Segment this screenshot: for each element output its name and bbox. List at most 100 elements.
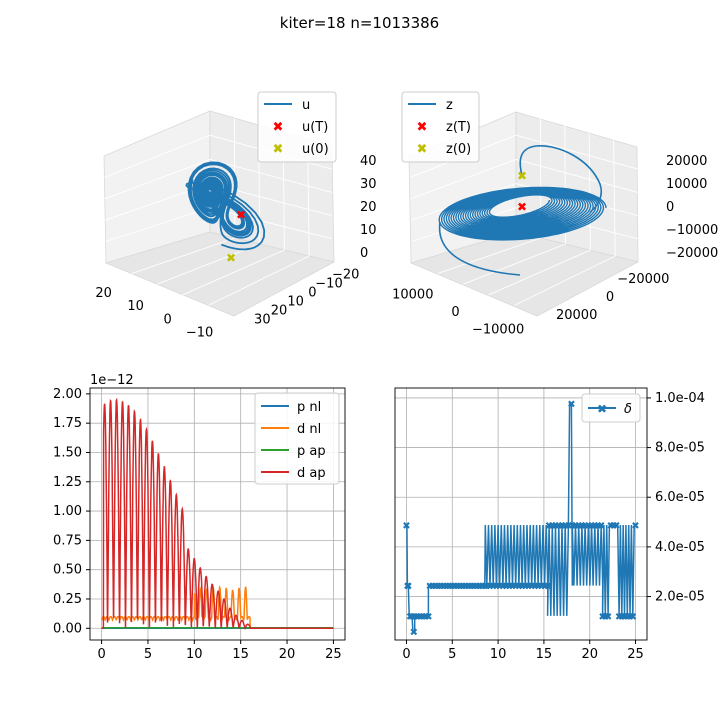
- delta-point-marker: ✖: [551, 521, 559, 532]
- u-grid-line: [208, 255, 310, 306]
- delta-y-tick-label: 6.0e-05: [655, 490, 705, 505]
- delta-point-marker: ✖: [431, 582, 439, 593]
- delta-point-marker: ✖: [499, 582, 507, 593]
- delta-point-marker: ✖: [442, 582, 450, 593]
- residuals-frame: [89, 387, 346, 641]
- residuals-legend-label-p-nl: p nl: [297, 400, 321, 415]
- delta-point-marker: ✖: [456, 582, 464, 593]
- delta-point-marker: ✖: [483, 582, 491, 593]
- z-y-tick-label: 20000: [556, 308, 597, 323]
- z-legend-label-z0: z(0): [446, 142, 471, 157]
- delta-point-marker: ✖: [411, 612, 419, 623]
- delta-y-tick-label: 8.0e-05: [655, 441, 705, 456]
- z-z-tick-label: 20000: [666, 154, 707, 169]
- z-trajectory-line: [438, 186, 607, 241]
- figure-suptitle: kiter=18 n=1013386: [280, 14, 439, 32]
- delta-point-marker: ✖: [410, 627, 418, 638]
- z-grid-line: [463, 243, 566, 285]
- z-legend-label-z: z: [446, 98, 453, 113]
- delta-point-marker: ✖: [615, 612, 623, 623]
- delta-point-marker: ✖: [584, 521, 592, 532]
- delta-point-marker: ✖: [537, 582, 545, 593]
- delta-legend-label: δ: [624, 402, 632, 417]
- u-y-tick-label: 30: [254, 313, 271, 328]
- delta-point-marker: ✖: [631, 521, 639, 532]
- z-x-tick-label: −10000: [472, 323, 524, 338]
- u-grid-line: [182, 249, 285, 296]
- residuals-x-tick-label: 0: [97, 647, 105, 662]
- delta-point-marker: ✖: [601, 612, 609, 623]
- delta-point-marker: ✖: [419, 612, 427, 623]
- delta-point-marker: ✖: [558, 521, 566, 532]
- u-trajectory-line: [185, 161, 266, 251]
- delta-point-marker: ✖: [406, 612, 414, 623]
- residuals-x-tick-label: 5: [144, 647, 152, 662]
- delta-point-marker: ✖: [426, 582, 434, 593]
- delta-point-marker: ✖: [481, 582, 489, 593]
- delta-point-marker: ✖: [531, 582, 539, 593]
- delta-point-marker: ✖: [422, 612, 430, 623]
- residuals-y-tick-label: 0.25: [53, 592, 82, 607]
- delta-point-marker: ✖: [604, 612, 612, 623]
- u-y-tick-label: −20: [332, 268, 359, 283]
- z-grid-line: [410, 158, 517, 200]
- delta-point-marker: ✖: [486, 582, 494, 593]
- residuals-y-tick-label: 1.25: [53, 475, 82, 490]
- delta-point-marker: ✖: [575, 521, 583, 532]
- delta-point-marker: ✖: [515, 582, 523, 593]
- u-z-tick-label: 20: [360, 200, 377, 215]
- delta-legend-marker-icon: ✖: [597, 402, 607, 416]
- residuals-legend-frame: [254, 392, 340, 485]
- delta-point-marker: ✖: [475, 582, 483, 593]
- z-z-tick-label: 10000: [666, 177, 707, 192]
- z-grid-line: [437, 237, 541, 275]
- delta-point-marker: ✖: [581, 521, 589, 532]
- residuals-x-tick-label: 25: [325, 647, 342, 662]
- delta-point-marker: ✖: [424, 612, 432, 623]
- delta-point-marker: ✖: [524, 582, 532, 593]
- u-grid-line: [209, 207, 333, 240]
- delta-point-marker: ✖: [607, 521, 615, 532]
- u-y-tick-label: 20: [271, 304, 288, 319]
- delta-point-marker: ✖: [561, 521, 569, 532]
- delta-point-marker: ✖: [461, 582, 469, 593]
- delta-point-marker: ✖: [626, 612, 634, 623]
- z-grid-line: [515, 134, 639, 170]
- delta-x-tick-label: 25: [627, 647, 644, 662]
- delta-y-tick-label: 2.0e-05: [655, 590, 705, 605]
- u-z-tick-label: 40: [360, 154, 377, 169]
- z-grid-line: [488, 249, 591, 296]
- u-grid-line: [104, 134, 211, 178]
- residuals-x-tick-label: 10: [186, 647, 203, 662]
- delta-x-tick-label: 5: [448, 647, 456, 662]
- delta-point-marker: ✖: [512, 582, 520, 593]
- residuals-legend-label-p-ap: p ap: [297, 444, 326, 459]
- delta-point-marker: ✖: [540, 582, 548, 593]
- delta-y-tick-label: 4.0e-05: [655, 540, 705, 555]
- u-z-tick-label: 0: [360, 246, 368, 261]
- delta-point-marker: ✖: [439, 582, 447, 593]
- z-legend-end-marker-icon: ✖: [417, 120, 428, 135]
- delta-x-tick-label: 15: [536, 647, 553, 662]
- u-y-tick-label: 0: [308, 286, 316, 301]
- delta-point-marker: ✖: [404, 582, 412, 593]
- residuals-line-d-ap: [101, 397, 334, 631]
- z-trajectory-tail: [438, 221, 521, 276]
- delta-point-marker: ✖: [612, 521, 620, 532]
- residuals-legend: p nl d nl p ap d ap: [254, 392, 340, 485]
- delta-point-marker: ✖: [502, 582, 510, 593]
- delta-point-marker: ✖: [564, 521, 572, 532]
- u-x-tick-label: 10: [127, 299, 144, 314]
- u-start-marker: ✖: [226, 251, 236, 265]
- z-legend-label-zT: z(T): [446, 120, 471, 135]
- delta-x-tick-label: 20: [581, 647, 598, 662]
- u-z-tick-label: 10: [360, 223, 377, 238]
- delta-frame: [394, 387, 648, 641]
- z-3d-panel: −20000−1000001000020000−2000002000010000…: [392, 91, 718, 338]
- u-legend-label-u0: u(0): [302, 142, 329, 157]
- delta-point-marker: ✖: [489, 582, 497, 593]
- u-legend: u ✖ u(T) ✖ u(0): [257, 91, 337, 163]
- delta-point-marker: ✖: [402, 521, 410, 532]
- delta-point-marker: ✖: [623, 612, 631, 623]
